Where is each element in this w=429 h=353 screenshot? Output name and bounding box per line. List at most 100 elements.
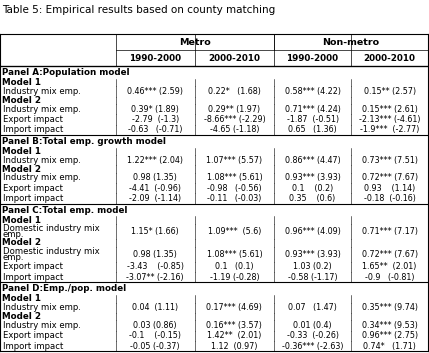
Text: -2.13*** (-4.61): -2.13*** (-4.61) bbox=[359, 115, 420, 124]
Text: 0.16*** (3.57): 0.16*** (3.57) bbox=[206, 321, 263, 330]
Text: 0.39* (1.89): 0.39* (1.89) bbox=[131, 104, 179, 114]
Text: 0.04  (1.11): 0.04 (1.11) bbox=[132, 303, 178, 312]
Text: 0.93*** (3.93): 0.93*** (3.93) bbox=[284, 173, 341, 183]
Text: Metro: Metro bbox=[179, 37, 211, 47]
Text: Panel B:Total emp. growth model: Panel B:Total emp. growth model bbox=[2, 137, 166, 146]
Text: Model 1: Model 1 bbox=[2, 78, 41, 87]
Text: Panel D:Emp./pop. model: Panel D:Emp./pop. model bbox=[2, 284, 127, 293]
Text: -0.18  (-0.16): -0.18 (-0.16) bbox=[364, 194, 416, 203]
Text: -4.65 (-1.18): -4.65 (-1.18) bbox=[210, 125, 259, 134]
Text: Model 2: Model 2 bbox=[2, 238, 41, 247]
Text: Model 1: Model 1 bbox=[2, 147, 41, 156]
Text: 0.86*** (4.47): 0.86*** (4.47) bbox=[285, 156, 341, 165]
Text: -3.43    (-0.85): -3.43 (-0.85) bbox=[127, 263, 184, 271]
Text: Table 5: Empirical results based on county matching: Table 5: Empirical results based on coun… bbox=[2, 5, 275, 15]
Text: Non-metro: Non-metro bbox=[323, 37, 380, 47]
Text: 0.96*** (2.75): 0.96*** (2.75) bbox=[362, 331, 418, 340]
Text: Industry mix emp.: Industry mix emp. bbox=[3, 173, 81, 183]
Text: emp.: emp. bbox=[3, 253, 24, 262]
Text: 1.08*** (5.61): 1.08*** (5.61) bbox=[206, 173, 262, 183]
Text: -0.05 (-0.37): -0.05 (-0.37) bbox=[130, 342, 180, 351]
Text: Industry mix emp.: Industry mix emp. bbox=[3, 87, 81, 96]
Text: 0.93*** (3.93): 0.93*** (3.93) bbox=[284, 250, 341, 259]
Text: Model 2: Model 2 bbox=[2, 312, 41, 321]
Text: Model 1: Model 1 bbox=[2, 216, 41, 225]
Text: 1.12  (0.97): 1.12 (0.97) bbox=[211, 342, 258, 351]
Text: Domestic industry mix: Domestic industry mix bbox=[3, 247, 100, 256]
Text: 1990-2000: 1990-2000 bbox=[287, 54, 338, 63]
Text: 1.22*** (2.04): 1.22*** (2.04) bbox=[127, 156, 183, 165]
Text: Panel C:Total emp. model: Panel C:Total emp. model bbox=[2, 205, 128, 215]
Text: -8.66*** (-2.29): -8.66*** (-2.29) bbox=[203, 115, 265, 124]
Text: 0.07   (1.47): 0.07 (1.47) bbox=[288, 303, 337, 312]
Text: -2.09  (-1.14): -2.09 (-1.14) bbox=[129, 194, 181, 203]
Text: 0.17*** (4.69): 0.17*** (4.69) bbox=[206, 303, 263, 312]
Text: -0.63   (-0.71): -0.63 (-0.71) bbox=[128, 125, 182, 134]
Text: 0.74*   (1.71): 0.74* (1.71) bbox=[363, 342, 416, 351]
Text: -0.33  (-0.26): -0.33 (-0.26) bbox=[287, 331, 338, 340]
Text: emp.: emp. bbox=[3, 230, 24, 239]
Text: 2000-2010: 2000-2010 bbox=[208, 54, 260, 63]
Text: 0.65   (1.36): 0.65 (1.36) bbox=[288, 125, 337, 134]
Text: Import impact: Import impact bbox=[3, 125, 63, 134]
Text: Model 2: Model 2 bbox=[2, 164, 41, 174]
Text: Export impact: Export impact bbox=[3, 331, 63, 340]
Text: -0.98   (-0.56): -0.98 (-0.56) bbox=[207, 184, 262, 193]
Text: -2.79  (-1.3): -2.79 (-1.3) bbox=[132, 115, 179, 124]
Text: 1.09***  (5.6): 1.09*** (5.6) bbox=[208, 227, 261, 236]
Text: 0.01 (0.4): 0.01 (0.4) bbox=[293, 321, 332, 330]
Text: 0.72*** (7.67): 0.72*** (7.67) bbox=[362, 173, 418, 183]
Text: 2000-2010: 2000-2010 bbox=[364, 54, 416, 63]
Text: 0.29** (1.97): 0.29** (1.97) bbox=[208, 104, 260, 114]
Text: -1.19 (-0.28): -1.19 (-0.28) bbox=[210, 273, 259, 282]
Text: 0.34*** (9.53): 0.34*** (9.53) bbox=[362, 321, 417, 330]
Text: 0.15*** (2.61): 0.15*** (2.61) bbox=[362, 104, 417, 114]
Text: Domestic industry mix: Domestic industry mix bbox=[3, 225, 100, 233]
Text: -3.07** (-2.16): -3.07** (-2.16) bbox=[127, 273, 184, 282]
Text: 0.71*** (7.17): 0.71*** (7.17) bbox=[362, 227, 418, 236]
Text: 0.1   (0.1): 0.1 (0.1) bbox=[215, 263, 254, 271]
Text: Model 1: Model 1 bbox=[2, 294, 41, 304]
Text: 0.96*** (4.09): 0.96*** (4.09) bbox=[284, 227, 341, 236]
Text: Model 2: Model 2 bbox=[2, 96, 41, 105]
Text: -4.41  (-0.96): -4.41 (-0.96) bbox=[129, 184, 181, 193]
Text: Import impact: Import impact bbox=[3, 273, 63, 282]
Text: -0.36*** (-2.63): -0.36*** (-2.63) bbox=[282, 342, 343, 351]
Text: -0.11   (-0.03): -0.11 (-0.03) bbox=[207, 194, 262, 203]
Text: 0.98 (1.35): 0.98 (1.35) bbox=[133, 250, 177, 259]
Text: Export impact: Export impact bbox=[3, 263, 63, 271]
Text: 1.08*** (5.61): 1.08*** (5.61) bbox=[206, 250, 262, 259]
Text: 0.1    (0.2): 0.1 (0.2) bbox=[292, 184, 333, 193]
Text: 1.15* (1.66): 1.15* (1.66) bbox=[131, 227, 179, 236]
Text: 0.73*** (7.51): 0.73*** (7.51) bbox=[362, 156, 418, 165]
Text: 0.71*** (4.24): 0.71*** (4.24) bbox=[284, 104, 341, 114]
Text: Industry mix emp.: Industry mix emp. bbox=[3, 156, 81, 165]
Text: 0.03 (0.86): 0.03 (0.86) bbox=[133, 321, 177, 330]
Text: Industry mix emp.: Industry mix emp. bbox=[3, 303, 81, 312]
Text: -1.87  (-0.51): -1.87 (-0.51) bbox=[287, 115, 338, 124]
Text: 0.98 (1.35): 0.98 (1.35) bbox=[133, 173, 177, 183]
Text: -0.1    (-0.15): -0.1 (-0.15) bbox=[129, 331, 181, 340]
Text: 0.22*   (1.68): 0.22* (1.68) bbox=[208, 87, 261, 96]
Text: Import impact: Import impact bbox=[3, 194, 63, 203]
Text: -1.9***  (-2.77): -1.9*** (-2.77) bbox=[360, 125, 419, 134]
Text: 0.15** (2.57): 0.15** (2.57) bbox=[363, 87, 416, 96]
Text: 0.35    (0.6): 0.35 (0.6) bbox=[290, 194, 335, 203]
Text: 1.65**  (2.01): 1.65** (2.01) bbox=[363, 263, 417, 271]
Text: Industry mix emp.: Industry mix emp. bbox=[3, 104, 81, 114]
Text: 1.03 (0.2): 1.03 (0.2) bbox=[293, 263, 332, 271]
Text: 0.35*** (9.74): 0.35*** (9.74) bbox=[362, 303, 418, 312]
Text: 0.58*** (4.22): 0.58*** (4.22) bbox=[284, 87, 341, 96]
Text: Panel A:Population model: Panel A:Population model bbox=[2, 68, 130, 77]
Text: Industry mix emp.: Industry mix emp. bbox=[3, 321, 81, 330]
Text: 1.07*** (5.57): 1.07*** (5.57) bbox=[206, 156, 263, 165]
Text: 0.72*** (7.67): 0.72*** (7.67) bbox=[362, 250, 418, 259]
Text: 1.42**  (2.01): 1.42** (2.01) bbox=[207, 331, 262, 340]
Text: 1990-2000: 1990-2000 bbox=[129, 54, 181, 63]
Text: -0.9   (-0.81): -0.9 (-0.81) bbox=[365, 273, 414, 282]
Text: Import impact: Import impact bbox=[3, 342, 63, 351]
Text: 0.93    (1.14): 0.93 (1.14) bbox=[364, 184, 415, 193]
Text: Export impact: Export impact bbox=[3, 115, 63, 124]
Text: -0.58 (-1.17): -0.58 (-1.17) bbox=[288, 273, 337, 282]
Text: Export impact: Export impact bbox=[3, 184, 63, 193]
